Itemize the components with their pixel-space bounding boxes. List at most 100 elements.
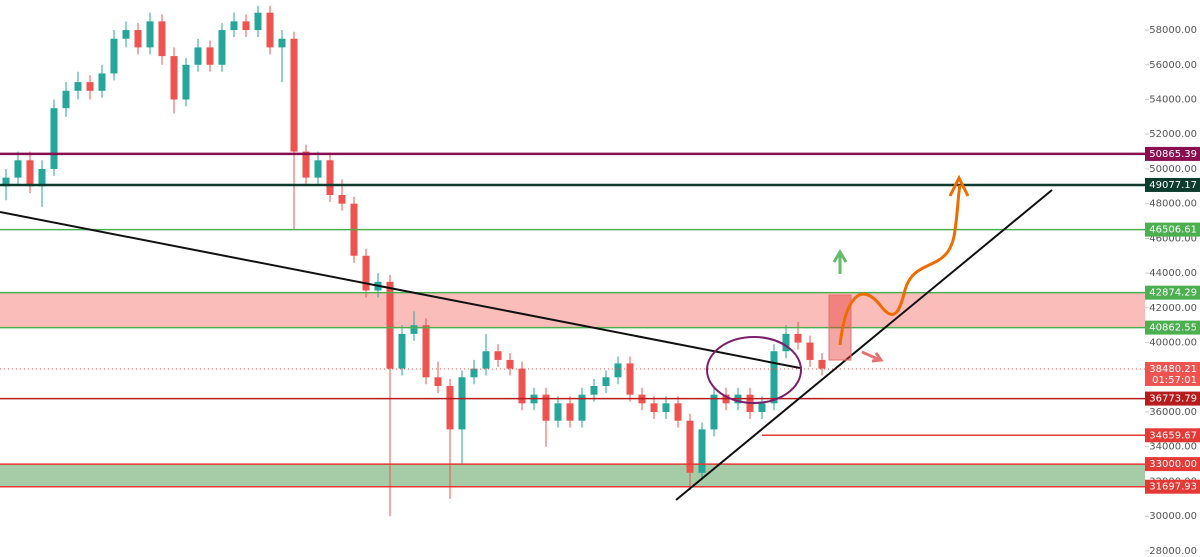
candle-body	[554, 403, 562, 421]
orange-path	[838, 184, 962, 346]
candle-body	[578, 394, 586, 421]
candle-body	[278, 38, 286, 48]
candle-body	[194, 47, 202, 65]
candle-body	[134, 30, 142, 48]
y-tick-label: 46000.00	[1149, 233, 1197, 244]
candle-body	[458, 377, 466, 430]
level-label-box	[1145, 222, 1200, 237]
candle-body	[98, 73, 106, 91]
level-label: 31697.93	[1149, 482, 1197, 493]
candle-body	[74, 82, 82, 91]
candle-body	[230, 21, 238, 31]
candle-body	[794, 333, 802, 343]
candle-body	[146, 21, 154, 48]
candle-body	[62, 90, 70, 109]
candle-body	[470, 368, 478, 378]
candle-body	[206, 47, 214, 65]
candle-body	[314, 160, 322, 178]
candle-body	[398, 333, 406, 369]
y-tick-label: 30000.00	[1149, 511, 1197, 522]
candle-body	[50, 108, 58, 169]
y-tick-label: 36000.00	[1149, 407, 1197, 418]
current-price-label: 38480.21	[1149, 364, 1197, 375]
candle-body	[698, 429, 706, 473]
level-label: 33000.00	[1149, 459, 1197, 470]
level-label: 34659.67	[1149, 430, 1197, 441]
level-label: 50865.39	[1149, 149, 1197, 160]
candle-body	[26, 160, 34, 187]
zone	[0, 292, 1145, 328]
candle-body	[338, 194, 346, 204]
candle-body	[710, 394, 718, 430]
candle-body	[302, 151, 310, 178]
candle-body	[182, 64, 190, 100]
projection-box	[828, 294, 852, 361]
y-tick-label: 42000.00	[1149, 303, 1197, 314]
y-tick-label: 48000.00	[1149, 199, 1197, 210]
candle-body	[266, 12, 274, 48]
candle-body	[590, 385, 598, 395]
level-label-box	[1145, 428, 1200, 443]
up-arrow	[832, 249, 848, 274]
candle-body	[110, 38, 118, 74]
candle-body	[614, 363, 622, 378]
candle-body	[818, 359, 826, 369]
candle-body	[326, 160, 334, 195]
candle-body	[242, 21, 250, 31]
y-tick-label: 52000.00	[1149, 129, 1197, 140]
level-label: 36773.79	[1149, 394, 1197, 405]
candle-body	[158, 21, 166, 57]
down-arrow	[861, 350, 884, 363]
level-label-box	[1145, 177, 1200, 192]
trendline	[675, 189, 1053, 501]
candle-body	[290, 38, 298, 152]
circle-annotation	[706, 336, 802, 404]
level-label: 42874.29	[1149, 288, 1197, 299]
level-label: 49077.17	[1149, 180, 1197, 191]
candle-body	[482, 351, 490, 369]
candle-body	[782, 333, 790, 352]
candle-body	[434, 377, 442, 386]
candle-body	[2, 177, 10, 187]
y-tick-label: 58000.00	[1149, 25, 1197, 36]
candle-body	[422, 325, 430, 378]
y-tick-label: 50000.00	[1149, 164, 1197, 175]
candle-body	[122, 30, 130, 39]
candle-body	[362, 255, 370, 291]
candle-body	[14, 160, 22, 178]
candle-body	[626, 363, 634, 395]
level-label-box	[1145, 479, 1200, 494]
candle-body	[758, 403, 766, 413]
y-tick-label: 40000.00	[1149, 338, 1197, 349]
zones	[0, 292, 1145, 487]
candle-body	[170, 56, 178, 100]
candle-body	[566, 403, 574, 421]
level-label-box	[1145, 285, 1200, 300]
y-tick-label: 44000.00	[1149, 268, 1197, 279]
candle-body	[602, 377, 610, 386]
candle-body	[494, 351, 502, 360]
candle-body	[38, 168, 46, 187]
candle-body	[518, 368, 526, 404]
candle-body	[650, 403, 658, 413]
zone	[0, 464, 1145, 487]
trendline	[0, 211, 801, 369]
orange-arrowhead	[948, 174, 970, 197]
candle-body	[770, 351, 778, 404]
countdown: 01:57:01	[1152, 375, 1197, 386]
level-label: 40862.55	[1149, 323, 1197, 334]
level-label-box	[1145, 457, 1200, 472]
candle-body	[446, 385, 454, 430]
price-axis: 28000.0030000.0032000.0034000.0036000.00…	[1145, 25, 1200, 557]
y-tick-label: 28000.00	[1149, 546, 1197, 557]
candle-body	[674, 403, 682, 421]
y-tick-label: 54000.00	[1149, 94, 1197, 105]
candle-body	[218, 30, 226, 65]
level-label-box	[1145, 320, 1200, 335]
level-label-box	[1145, 391, 1200, 406]
y-tick-label: 56000.00	[1149, 60, 1197, 71]
candle-body	[506, 359, 514, 369]
level-label-box	[1145, 146, 1200, 161]
candle-body	[806, 342, 814, 360]
